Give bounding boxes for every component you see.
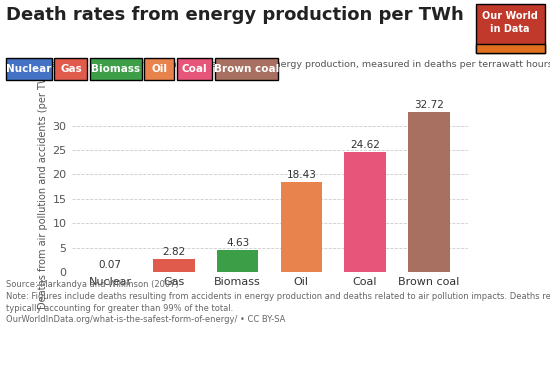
Text: Our World
in Data: Our World in Data	[482, 11, 538, 33]
Text: 18.43: 18.43	[287, 170, 316, 180]
Text: 2.82: 2.82	[162, 247, 185, 257]
Text: Death rates from air pollution and accidents related to energy production, measu: Death rates from air pollution and accid…	[6, 60, 550, 69]
Text: 24.62: 24.62	[350, 140, 380, 150]
Text: 32.72: 32.72	[414, 100, 444, 110]
Text: 4.63: 4.63	[226, 238, 249, 248]
Text: 0.07: 0.07	[98, 260, 122, 270]
Bar	[153, 259, 195, 272]
Y-axis label: Deaths from air pollution and accidents (per TWh): Deaths from air pollution and accidents …	[39, 64, 48, 310]
Bar	[217, 250, 258, 272]
Text: Gas: Gas	[60, 64, 82, 74]
Text: Source: Markandya and Wilkinson (2007)
Note: Figures include deaths resulting fr: Source: Markandya and Wilkinson (2007) N…	[6, 280, 550, 324]
Bar	[280, 182, 322, 272]
Text: Oil: Oil	[151, 64, 167, 74]
Text: Biomass: Biomass	[91, 64, 140, 74]
Text: Brown coal: Brown coal	[213, 64, 279, 74]
Text: Nuclear: Nuclear	[6, 64, 52, 74]
Bar	[408, 112, 449, 272]
Text: Coal: Coal	[182, 64, 207, 74]
Bar	[344, 152, 386, 272]
Text: Death rates from energy production per TWh: Death rates from energy production per T…	[6, 6, 463, 24]
